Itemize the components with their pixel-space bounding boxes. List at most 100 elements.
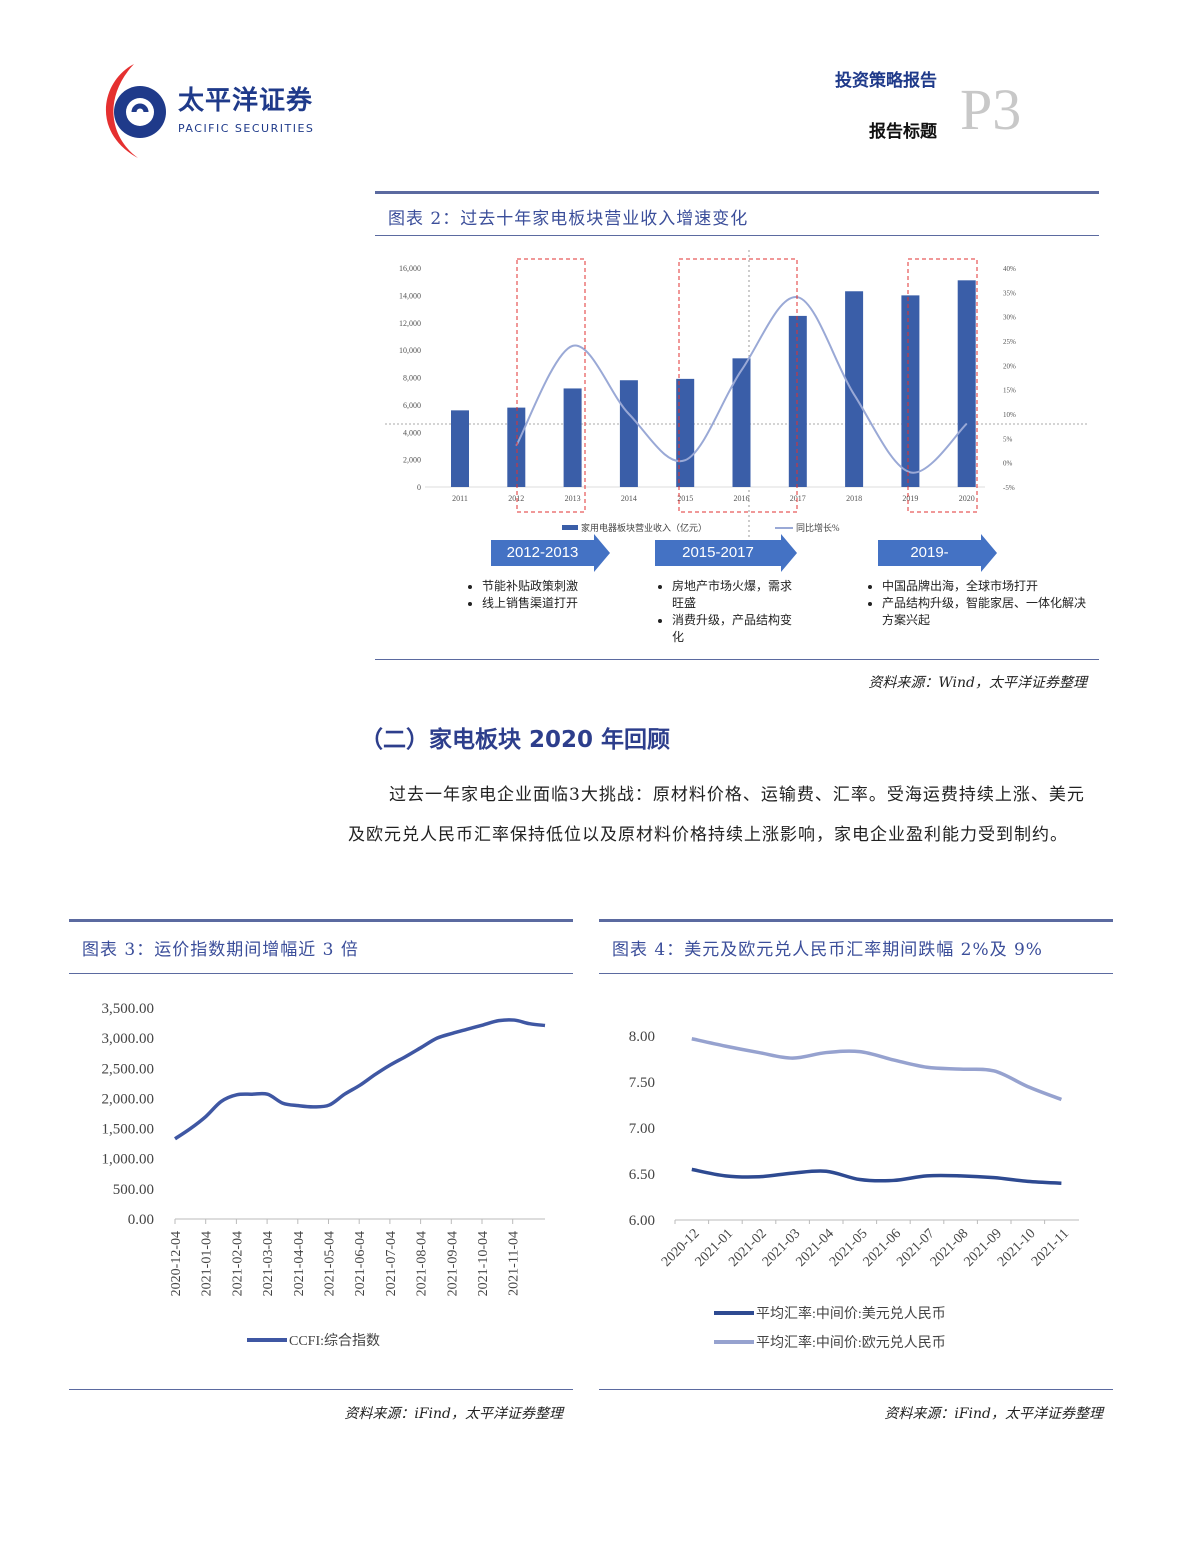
divider: [69, 973, 573, 974]
legend-swatch-bar: [562, 525, 578, 530]
phase-arrow-3: 2019-: [878, 534, 997, 572]
phase-arrow-2: 2015-2017: [655, 534, 797, 572]
y-tick-label: 7.00: [629, 1121, 655, 1137]
x-tick-label: 2014: [621, 494, 637, 503]
x-tick-label: 2015: [677, 494, 693, 503]
section-heading: （二）家电板块 2020 年回顾: [360, 727, 671, 753]
x-tick-label: 2021-06-04: [353, 1231, 368, 1296]
growth-point: [684, 459, 686, 461]
y-tick-label: 7.50: [629, 1075, 655, 1091]
y2-tick-label: 40%: [1003, 265, 1016, 273]
phase-notes-3: 中国品牌出海，全球市场打开 产品结构升级，智能家居、一体化解决方案兴起: [862, 578, 1087, 629]
bullet: 节能补贴政策刺激: [482, 578, 632, 595]
y-tick-label: 6.50: [629, 1167, 655, 1183]
y2-tick-label: 15%: [1003, 387, 1016, 395]
y2-tick-label: -5%: [1003, 484, 1015, 492]
x-tick-label: 2018: [846, 494, 862, 503]
figure2-title: 图表 2：过去十年家电板块营业收入增速变化: [388, 209, 749, 229]
y2-tick-label: 25%: [1003, 338, 1016, 346]
revenue-bar: [845, 291, 864, 487]
y-tick-label: 8,000: [403, 374, 421, 383]
revenue-bar: [676, 378, 695, 487]
legend-label: 同比增长%: [796, 522, 840, 533]
legend-label: 平均汇率:中间价:美元兑人民币: [756, 1305, 946, 1322]
bullet: 产品结构升级，智能家居、一体化解决方案兴起: [882, 595, 1087, 629]
y-tick-label: 1,000.00: [102, 1152, 155, 1168]
phase-notes-1: 节能补贴政策刺激 线上销售渠道打开: [462, 578, 632, 612]
x-tick-label: 2021-11-04: [507, 1231, 522, 1296]
usd-cny-line: [691, 1167, 1062, 1185]
y-tick-label: 14,000: [399, 291, 421, 300]
body-paragraph: 过去一年家电企业面临3大挑战：原材料价格、运输费、汇率。受海运费持续上涨、美元及…: [348, 785, 1085, 845]
ccfi-line: [174, 1018, 546, 1141]
growth-point: [572, 345, 574, 347]
legend-label: 平均汇率:中间价:欧元兑人民币: [756, 1334, 946, 1351]
revenue-bar: [788, 315, 807, 487]
revenue-bar: [957, 280, 976, 487]
x-tick-label: 2021-07-04: [384, 1231, 399, 1296]
y-tick-label: 2,000.00: [102, 1091, 155, 1107]
revenue-bar: [507, 407, 526, 487]
exchange-rate-chart: 6.00 6.50 7.00 7.50 8.00 平均汇率:中间价:美元兑人民币平均汇率:…: [629, 1029, 1079, 1351]
highlight-box: [678, 258, 798, 513]
x-tick-label: 2021-03-04: [261, 1231, 276, 1296]
y2-tick-label: 0%: [1003, 460, 1013, 468]
bullet: 中国品牌出海，全球市场打开: [882, 578, 1087, 595]
x-tick-label: 2020: [959, 494, 975, 503]
y-tick-label: 8.00: [629, 1029, 655, 1045]
phase-notes-2: 房地产市场火爆，需求旺盛 消费升级，产品结构变化: [652, 578, 802, 646]
x-tick-label: 2021-02-04: [230, 1231, 245, 1296]
x-tick-label: 2021-01-04: [200, 1231, 215, 1296]
growth-point: [909, 471, 911, 473]
y-tick-label: 0.00: [128, 1212, 154, 1228]
y-tick-label: 6,000: [403, 401, 421, 410]
y-tick-label: 0: [417, 483, 421, 492]
divider: [599, 1389, 1113, 1390]
growth-point: [628, 413, 630, 415]
figure3-source: 资料来源：iFind，太平洋证券整理: [344, 1406, 563, 1422]
revenue-growth-chart: 0 2,000 4,000 6,000 8,000 10,000 12,000 14,000 1…: [385, 250, 1089, 540]
divider: [69, 1389, 573, 1390]
figure2-source: 资料来源：Wind，太平洋证券整理: [868, 675, 1087, 691]
revenue-bar: [901, 295, 920, 487]
y-tick-label: 16,000: [399, 264, 421, 273]
x-tick-label: 2021-08-04: [415, 1231, 430, 1296]
page-number: P3: [960, 77, 1022, 142]
logo-text-cn: 太平洋证券: [178, 86, 314, 116]
y-tick-label: 12,000: [399, 319, 421, 328]
y-tick-label: 3,500.00: [102, 1001, 155, 1017]
ccfi-chart: 0.00 500.00 1,000.00 1,500.00 2,000.00 2,500.…: [102, 1001, 546, 1349]
x-tick-label: 2021-10-04: [476, 1231, 491, 1296]
bullet: 线上销售渠道打开: [482, 595, 632, 612]
figure4-title: 图表 4：美元及欧元兑人民币汇率期间跌幅 2%及 9%: [612, 940, 1043, 960]
divider: [599, 973, 1113, 974]
divider: [375, 659, 1099, 660]
x-tick-label: 2021-05-04: [323, 1231, 338, 1296]
legend-label: CCFI:综合指数: [289, 1333, 380, 1349]
growth-point: [853, 394, 855, 396]
bullet: 房地产市场火爆，需求旺盛: [672, 578, 802, 612]
revenue-bar: [563, 388, 582, 487]
y-tick-label: 500.00: [113, 1182, 154, 1198]
y2-tick-label: 5%: [1003, 435, 1013, 443]
revenue-bar: [732, 358, 751, 487]
figure4-source: 资料来源：iFind，太平洋证券整理: [884, 1406, 1103, 1422]
x-tick-label: 2012: [508, 494, 524, 503]
pacific-securities-logo: [105, 64, 166, 158]
divider: [375, 235, 1099, 236]
phase-arrow-1: 2012-2013: [491, 534, 610, 572]
y-tick-label: 3,000.00: [102, 1031, 155, 1047]
x-tick-label: 2021-04-04: [292, 1231, 307, 1296]
logo-text-en: PACIFIC SECURITIES: [178, 122, 315, 135]
y-tick-label: 1,500.00: [102, 1122, 155, 1138]
y-tick-label: 6.00: [629, 1213, 655, 1229]
y2-tick-label: 20%: [1003, 362, 1016, 370]
bullet: 消费升级，产品结构变化: [672, 612, 802, 646]
y-tick-label: 10,000: [399, 346, 421, 355]
growth-point: [741, 369, 742, 371]
eur-cny-line: [691, 1037, 1063, 1102]
revenue-bar: [619, 380, 638, 487]
x-tick-label: 2021-09-04: [445, 1231, 460, 1296]
x-tick-label: 2013: [565, 494, 581, 503]
